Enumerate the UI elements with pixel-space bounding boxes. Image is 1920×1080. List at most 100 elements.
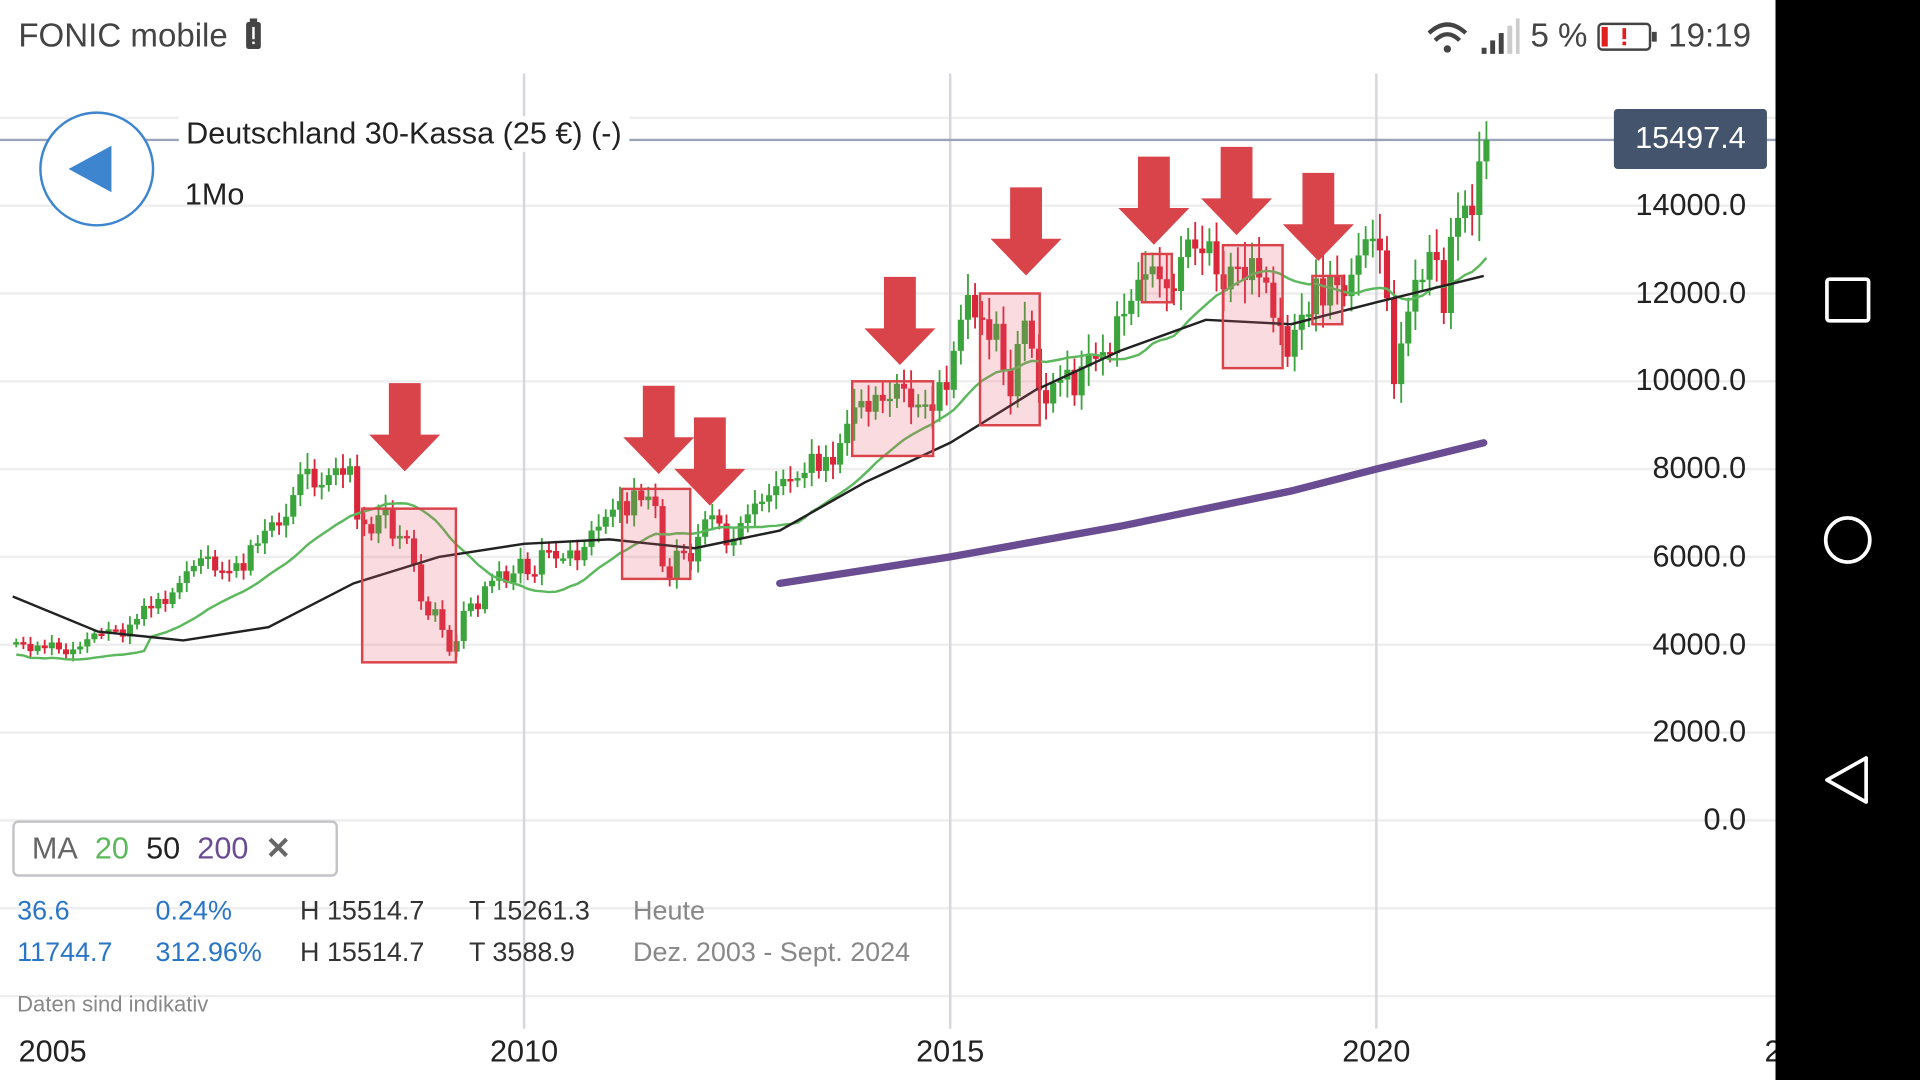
candle-body <box>574 550 581 561</box>
candle-body <box>1142 274 1149 280</box>
today-low: T 15261.3 <box>468 895 590 926</box>
candle-body <box>922 404 929 407</box>
candle-body <box>723 523 730 546</box>
wifi-icon <box>1427 21 1468 53</box>
y-tick-label: 12000.0 <box>1635 275 1747 311</box>
candle-body <box>900 383 908 389</box>
candle-body <box>851 407 858 424</box>
candle-body <box>616 501 624 510</box>
candle-body <box>1078 366 1085 396</box>
period-high: H 15514.7 <box>300 936 425 968</box>
ma20-toggle[interactable]: 20 <box>94 830 129 866</box>
annotation-box <box>850 380 935 458</box>
candle-body <box>1192 239 1199 249</box>
candle-body <box>1412 279 1419 312</box>
y-tick-label: 6000.0 <box>1652 539 1747 574</box>
candle-body <box>20 642 27 645</box>
candle-body <box>70 649 77 655</box>
candle-body <box>1156 266 1163 280</box>
ma50-toggle[interactable]: 50 <box>146 830 181 866</box>
period-range: Dez. 2003 - Sept. 2024 <box>633 936 911 968</box>
candle-body <box>84 639 91 647</box>
candle-body <box>396 535 403 539</box>
recents-square-icon[interactable] <box>1822 274 1873 325</box>
candle-body <box>112 629 119 632</box>
candle-body <box>1483 139 1490 162</box>
candle-body <box>389 508 396 539</box>
candle-body <box>780 478 787 487</box>
back-button[interactable] <box>39 111 155 227</box>
candle-body <box>1433 251 1440 261</box>
candle-body <box>1256 258 1263 278</box>
candle-body <box>652 496 659 507</box>
candle-body <box>1426 251 1433 280</box>
candle-body <box>62 649 70 655</box>
candle-body <box>1355 255 1362 275</box>
candle-body <box>176 582 183 593</box>
candle-body <box>1241 266 1249 281</box>
candle-body <box>496 571 503 581</box>
current-price-tag: 15497.4 <box>1613 108 1767 169</box>
close-icon[interactable]: ✕ <box>265 831 292 866</box>
candle-body <box>829 457 837 465</box>
candle-body <box>474 603 481 610</box>
candle-body <box>268 522 276 531</box>
candle-body <box>339 468 347 475</box>
candle-body <box>645 496 652 501</box>
price-chart[interactable] <box>0 0 1776 1080</box>
candle-body <box>1305 314 1312 317</box>
candle-body <box>1312 278 1320 315</box>
candle-body <box>91 633 98 640</box>
candle-body <box>290 495 297 517</box>
down-arrow-annotation <box>990 187 1062 276</box>
battery-percent: 5 % <box>1530 17 1588 54</box>
candle-body <box>481 586 489 610</box>
candle-body <box>766 495 773 502</box>
period-selector[interactable]: 1Mo <box>184 177 245 212</box>
period-low: T 3588.9 <box>468 936 575 968</box>
candle-body <box>1007 369 1014 397</box>
candle-body <box>1334 275 1341 286</box>
candle-body <box>133 619 141 625</box>
candle-body <box>261 530 268 544</box>
candle-body <box>347 466 354 475</box>
candle-body <box>418 564 425 602</box>
candle-body <box>1199 248 1206 254</box>
period-change-pct: 312.96% <box>155 936 262 968</box>
candle-body <box>794 478 801 481</box>
candle-body <box>1263 277 1270 283</box>
back-triangle-icon[interactable] <box>1822 754 1873 805</box>
candle-body <box>1327 275 1334 306</box>
candle-body <box>254 543 261 546</box>
candle-body <box>204 556 212 560</box>
candle-body <box>148 605 155 609</box>
candle-body <box>1277 317 1284 327</box>
candle-body <box>1469 205 1476 216</box>
ma-legend[interactable]: MA 20 50 200 ✕ <box>12 820 338 877</box>
candle-body <box>801 472 808 479</box>
candle-body <box>1106 352 1114 355</box>
home-circle-icon[interactable] <box>1822 514 1873 565</box>
candle-body <box>1121 313 1128 317</box>
candle-body <box>730 538 737 546</box>
candle-body <box>126 624 133 637</box>
candle-body <box>631 490 638 516</box>
candle-body <box>1114 316 1121 354</box>
candle-body <box>567 550 574 559</box>
candle-body <box>936 382 943 411</box>
candle-body <box>950 350 957 390</box>
ma200-line <box>776 439 1488 588</box>
x-tick-label: 2015 <box>916 1034 985 1069</box>
candle-body <box>1014 343 1021 397</box>
candle-body <box>659 506 666 567</box>
candle-body <box>212 556 219 571</box>
candle-body <box>1000 323 1007 370</box>
cell-signal-icon <box>1481 17 1520 54</box>
candle-body <box>560 558 567 561</box>
candle-body <box>1092 355 1099 359</box>
candle-body <box>55 642 62 650</box>
candle-body <box>297 474 304 496</box>
candle-body <box>680 550 687 554</box>
ma200-toggle[interactable]: 200 <box>197 830 249 866</box>
annotation-box <box>1311 274 1344 326</box>
